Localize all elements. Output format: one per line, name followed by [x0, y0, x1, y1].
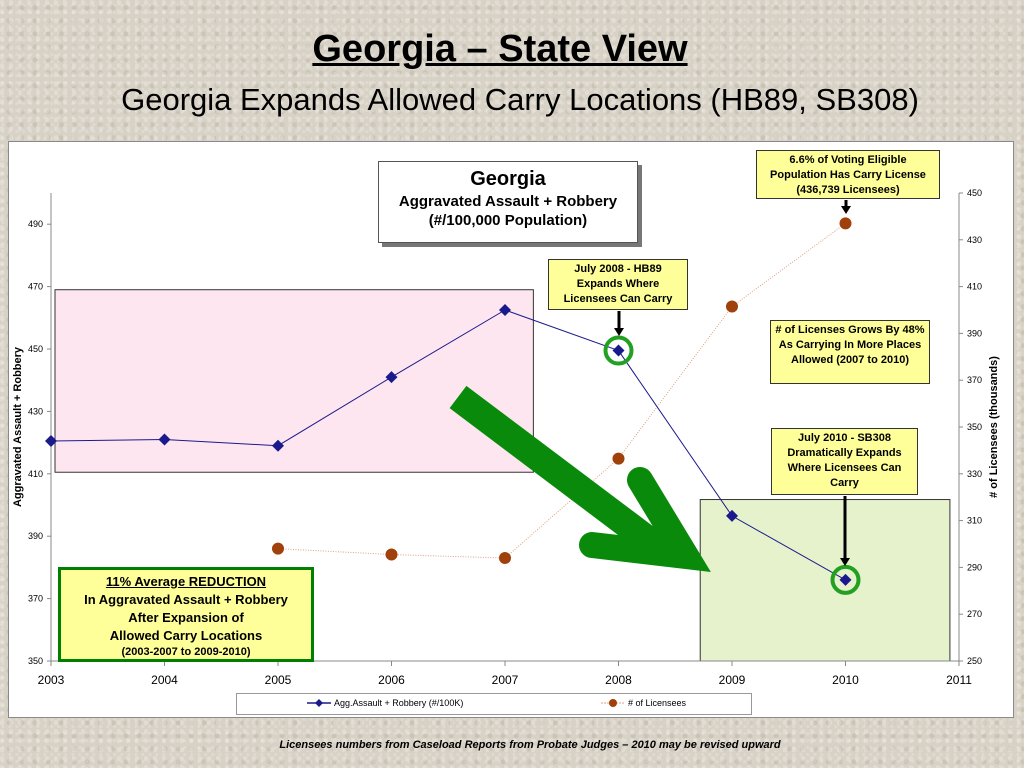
- x-tick-label: 2003: [38, 673, 65, 687]
- chart-legend: Agg.Assault + Robbery (#/100K) # of Lice…: [236, 693, 752, 715]
- legend-assault-swatch: [307, 699, 331, 707]
- legend-item-assault: Agg.Assault + Robbery (#/100K): [307, 698, 463, 708]
- reduction-period: (2003-2007 to 2009-2010): [121, 646, 251, 658]
- x-tick-label: 2005: [265, 673, 292, 687]
- left-y-tick-label: 370: [28, 594, 43, 604]
- inset-title-state: Georgia: [470, 168, 546, 190]
- licensees-point: [499, 552, 511, 565]
- legend-licensees-label: # of Licensees: [628, 698, 687, 708]
- reduction-line-3: After Expansion of: [128, 610, 244, 625]
- legend-assault-label: Agg.Assault + Robbery (#/100K): [334, 698, 464, 708]
- right-y-tick-label: 250: [967, 656, 982, 666]
- licensees-point: [272, 542, 284, 555]
- x-tick-label: 2009: [719, 673, 746, 687]
- assault-point: [385, 371, 398, 384]
- callout-2010-arrow-head: [841, 206, 851, 214]
- x-tick-label: 2010: [832, 673, 859, 687]
- left-y-tick-label: 410: [28, 469, 43, 479]
- callout-license-growth: # of Licenses Grows By 48% As Carrying I…: [770, 320, 930, 384]
- reduction-line-4: Allowed Carry Locations: [109, 628, 263, 643]
- assault-point: [158, 433, 171, 446]
- right-y-tick-label: 310: [967, 516, 982, 526]
- left-y-tick-label: 470: [28, 282, 43, 292]
- right-y-tick-label: 430: [967, 235, 982, 245]
- legend-licensees-swatch: [601, 699, 625, 707]
- right-axis-label: # of Licensees (thousands): [988, 356, 1000, 498]
- right-y-tick-label: 370: [967, 375, 982, 385]
- right-y-tick-label: 390: [967, 328, 982, 338]
- left-y-tick-label: 490: [28, 219, 43, 229]
- licensees-point: [726, 300, 738, 313]
- inset-title-units: (#/100,000 Population): [428, 212, 588, 229]
- assault-point: [45, 435, 57, 448]
- assault-point: [839, 573, 852, 586]
- assault-point: [726, 509, 738, 522]
- reduction-line-2: In Aggravated Assault + Robbery: [84, 592, 288, 607]
- assault-point: [499, 304, 511, 316]
- callout-2010-licenses: 6.6% of Voting Eligible Population Has C…: [756, 150, 940, 199]
- licensees-point: [385, 548, 398, 561]
- x-tick-label: 2007: [492, 673, 519, 687]
- callout-sb308-arrow-head: [840, 558, 850, 566]
- inset-title-metric: Aggravated Assault + Robbery: [398, 193, 618, 210]
- highlight-ring-2010: [830, 564, 861, 595]
- assault-point: [272, 439, 284, 452]
- left-axis-label: Aggravated Assault + Robbery: [12, 346, 24, 508]
- right-y-tick-label: 330: [967, 469, 982, 479]
- slide-subtitle: Georgia Expands Allowed Carry Locations …: [121, 82, 919, 117]
- chart-inset-title: Georgia Aggravated Assault + Robbery (#/…: [378, 161, 638, 243]
- right-y-tick-label: 290: [967, 562, 982, 572]
- pre-expansion-period-box: [54, 289, 534, 473]
- assault-point: [612, 344, 625, 357]
- big-arrow-shaft: [449, 385, 669, 561]
- callout-sb308: July 2010 - SB308 Dramatically Expands W…: [771, 428, 918, 495]
- licensees-point: [839, 217, 852, 230]
- right-y-tick-label: 270: [967, 609, 982, 619]
- x-tick-label: 2004: [151, 673, 178, 687]
- licensees-point: [612, 452, 625, 465]
- big-arrow-head: [579, 467, 711, 573]
- reduction-box: 11% Average REDUCTION In Aggravated Assa…: [58, 567, 314, 662]
- callout-hb89-arrow-head: [614, 328, 624, 336]
- legend-item-licensees: # of Licensees: [601, 698, 686, 708]
- footnote: Licensees numbers from Caseload Reports …: [279, 739, 781, 751]
- left-y-tick-label: 350: [28, 656, 43, 666]
- x-tick-label: 2011: [946, 673, 972, 687]
- x-tick-label: 2008: [605, 673, 632, 687]
- right-y-tick-label: 450: [967, 188, 982, 198]
- left-y-tick-label: 450: [28, 344, 43, 354]
- callout-hb89: July 2008 - HB89 Expands Where Licensees…: [548, 259, 688, 310]
- right-y-tick-label: 410: [967, 282, 982, 292]
- assault-series-line: [50, 309, 846, 581]
- slide-title: Georgia – State View: [312, 28, 688, 70]
- left-y-tick-label: 430: [28, 406, 43, 416]
- post-expansion-period-box: [699, 499, 951, 662]
- left-y-tick-label: 390: [28, 531, 43, 541]
- licensees-series-line: [277, 223, 846, 559]
- highlight-ring-2008: [603, 335, 634, 366]
- x-tick-label: 2006: [378, 673, 405, 687]
- reduction-headline: 11% Average REDUCTION: [105, 574, 267, 589]
- right-y-tick-label: 350: [967, 422, 982, 432]
